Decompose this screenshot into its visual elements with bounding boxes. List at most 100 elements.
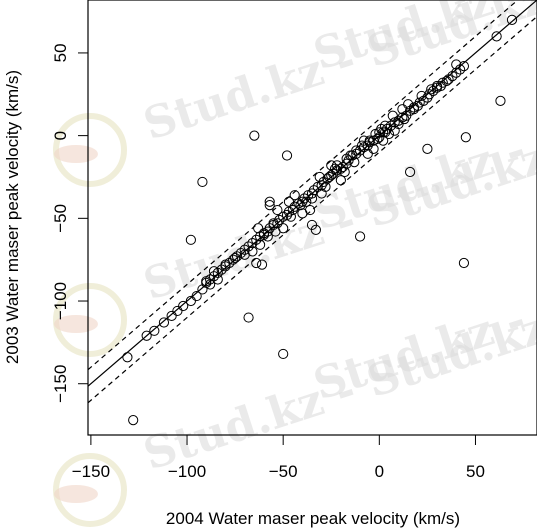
data-point <box>422 143 433 154</box>
data-point <box>253 223 264 234</box>
watermark-text: Stud.kz - Stud.kz <box>308 0 537 80</box>
data-point <box>451 59 462 70</box>
data-point <box>364 135 375 146</box>
data-point <box>379 120 391 131</box>
y-tick-label: −50 <box>51 204 70 233</box>
data-point <box>289 190 300 201</box>
data-point <box>212 274 223 285</box>
watermark-leaf-icon <box>54 485 98 503</box>
data-point <box>383 128 395 140</box>
data-point <box>354 231 366 242</box>
data-point <box>368 143 379 154</box>
y-tick-label: 0 <box>51 131 70 140</box>
data-point <box>293 198 304 209</box>
data-point <box>435 80 446 92</box>
data-point <box>322 173 333 184</box>
data-point <box>458 257 470 269</box>
data-point <box>122 352 133 363</box>
data-point <box>335 175 346 186</box>
data-point <box>458 61 470 72</box>
watermark-logo-icon <box>53 453 127 527</box>
data-point <box>404 166 416 178</box>
data-point <box>231 251 243 262</box>
data-point <box>166 310 177 322</box>
data-point <box>297 208 308 219</box>
y-tick-label: 50 <box>51 43 70 62</box>
data-point <box>314 171 325 183</box>
y-tick-label: −150 <box>51 365 70 403</box>
data-point <box>205 279 216 290</box>
data-point <box>399 113 410 125</box>
data-point <box>326 160 337 171</box>
data-point <box>278 223 289 234</box>
data-point <box>412 100 423 111</box>
data-point <box>281 150 293 161</box>
data-point <box>247 238 258 249</box>
watermark-logo-icon <box>53 113 127 187</box>
watermark-leaf-icon <box>54 145 98 163</box>
data-point <box>306 193 318 204</box>
data-point <box>416 90 427 102</box>
data-point <box>374 127 385 138</box>
data-point <box>460 132 471 143</box>
data-point <box>158 317 170 328</box>
data-point <box>316 188 327 199</box>
data-point <box>491 31 502 42</box>
data-point <box>295 199 306 211</box>
x-tick-label: −100 <box>168 462 206 481</box>
data-point <box>255 239 266 250</box>
data-point <box>272 204 283 216</box>
plot-frame <box>87 0 537 436</box>
data-point <box>251 257 262 269</box>
data-point <box>426 84 437 95</box>
data-point <box>185 234 196 245</box>
data-point <box>256 259 268 270</box>
data-point <box>343 155 354 166</box>
data-point <box>185 295 196 307</box>
data-point <box>331 160 343 171</box>
data-point <box>278 348 289 360</box>
watermark-logo-icon <box>53 283 127 357</box>
y-tick-label: −100 <box>51 282 70 320</box>
data-point <box>149 325 160 336</box>
data-point <box>262 231 273 242</box>
watermark-leaf-icon <box>54 315 98 333</box>
data-point <box>128 415 139 426</box>
data-point <box>306 219 318 231</box>
data-point <box>341 153 352 164</box>
data-point <box>239 249 250 260</box>
data-point <box>278 211 289 222</box>
data-point <box>178 300 189 312</box>
data-point <box>451 67 462 78</box>
data-point <box>197 176 208 188</box>
data-point <box>268 218 279 229</box>
data-point <box>337 161 348 173</box>
data-point <box>239 244 250 255</box>
data-point <box>443 74 454 85</box>
data-point <box>376 123 387 135</box>
data-point <box>387 110 398 121</box>
data-point <box>197 284 208 295</box>
x-tick-label: 0 <box>375 462 384 481</box>
data-point <box>172 305 183 317</box>
x-axis-title: 2004 Water maser peak velocity (km/s) <box>166 509 460 528</box>
data-point <box>208 266 220 277</box>
data-point <box>243 312 254 323</box>
data-point <box>303 190 314 201</box>
data-point <box>424 89 435 100</box>
data-point <box>351 145 362 156</box>
data-point <box>389 125 400 136</box>
x-tick-label: −150 <box>72 462 110 481</box>
data-point <box>228 254 239 265</box>
data-point <box>378 135 389 146</box>
y-axis-title: 2003 Water maser peak velocity (km/s) <box>3 70 22 364</box>
data-point <box>403 99 414 110</box>
data-point <box>230 252 241 264</box>
data-point <box>285 211 296 222</box>
data-point <box>358 135 370 146</box>
data-point <box>220 259 231 270</box>
data-points <box>122 14 518 426</box>
data-point <box>495 95 506 106</box>
data-point <box>329 163 341 174</box>
